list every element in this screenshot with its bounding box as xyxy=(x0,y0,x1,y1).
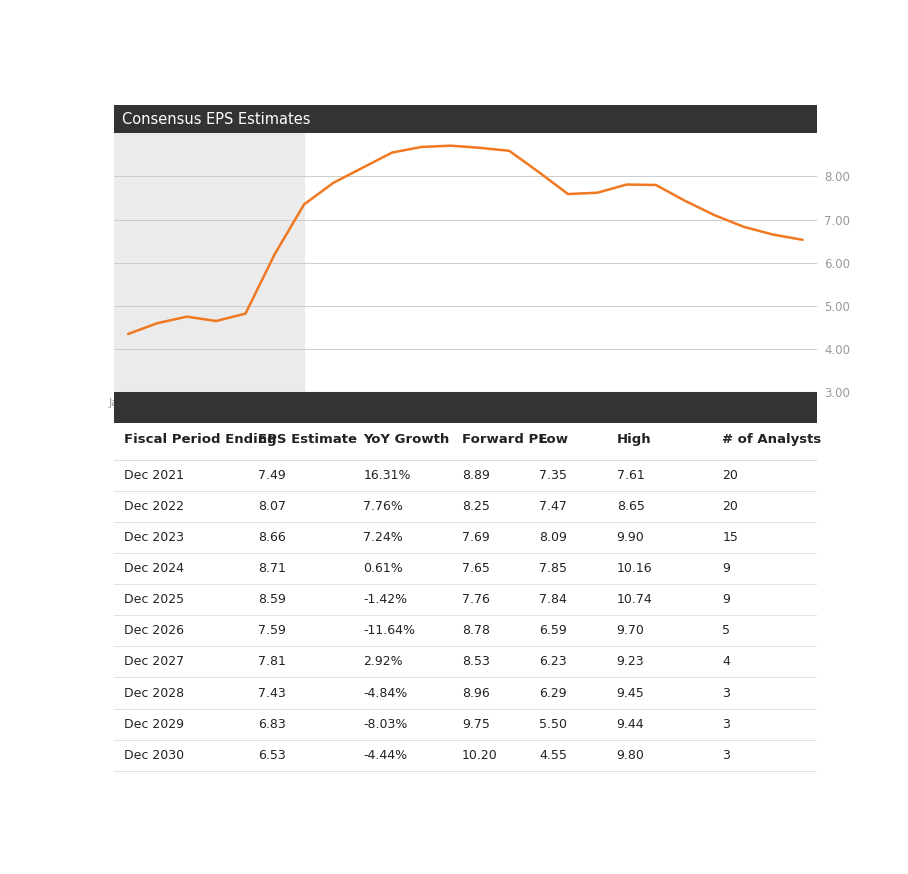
Text: 7.47: 7.47 xyxy=(539,500,568,513)
Text: 5.50: 5.50 xyxy=(539,718,568,731)
Text: 6.29: 6.29 xyxy=(539,686,567,699)
Text: 6.53: 6.53 xyxy=(258,749,285,762)
Text: 7.49: 7.49 xyxy=(258,468,285,482)
Text: Dec 2021: Dec 2021 xyxy=(124,468,184,482)
Text: 10.16: 10.16 xyxy=(617,562,652,575)
Text: -11.64%: -11.64% xyxy=(363,624,415,637)
Text: 8.71: 8.71 xyxy=(258,562,286,575)
Text: 9.80: 9.80 xyxy=(617,749,645,762)
Text: 20: 20 xyxy=(722,468,738,482)
Text: Consensus EPS Estimates: Consensus EPS Estimates xyxy=(122,112,311,127)
Text: 7.35: 7.35 xyxy=(539,468,568,482)
Text: 8.07: 8.07 xyxy=(258,500,286,513)
Text: 9.70: 9.70 xyxy=(617,624,645,637)
Text: Dec 2025: Dec 2025 xyxy=(124,593,184,607)
Text: 6.83: 6.83 xyxy=(258,718,285,731)
Text: Dec 2027: Dec 2027 xyxy=(124,656,184,669)
Text: 7.61: 7.61 xyxy=(617,468,645,482)
Text: 8.66: 8.66 xyxy=(258,531,285,545)
Text: Dec 2022: Dec 2022 xyxy=(124,500,184,513)
Text: 7.59: 7.59 xyxy=(258,624,286,637)
Text: Fiscal Period Ending: Fiscal Period Ending xyxy=(124,434,277,447)
Text: EPS Estimate: EPS Estimate xyxy=(258,434,357,447)
Text: 9.90: 9.90 xyxy=(617,531,645,545)
Text: Low: Low xyxy=(539,434,569,447)
Text: 8.59: 8.59 xyxy=(258,593,286,607)
Text: 8.65: 8.65 xyxy=(617,500,645,513)
Text: 7.81: 7.81 xyxy=(258,656,286,669)
Text: 7.76%: 7.76% xyxy=(363,500,403,513)
Text: 7.85: 7.85 xyxy=(539,562,568,575)
Text: 9.44: 9.44 xyxy=(617,718,645,731)
Text: 4: 4 xyxy=(722,656,730,669)
Text: -1.42%: -1.42% xyxy=(363,593,408,607)
Bar xyxy=(114,133,304,392)
Text: 10.20: 10.20 xyxy=(462,749,498,762)
Text: Dec 2030: Dec 2030 xyxy=(124,749,184,762)
Text: 8.89: 8.89 xyxy=(462,468,489,482)
Text: YoY Growth: YoY Growth xyxy=(363,434,449,447)
Text: 0.61%: 0.61% xyxy=(363,562,403,575)
Text: 7.84: 7.84 xyxy=(539,593,568,607)
Text: 8.78: 8.78 xyxy=(462,624,489,637)
Text: 8.09: 8.09 xyxy=(539,531,568,545)
Text: 7.24%: 7.24% xyxy=(363,531,403,545)
Text: Forward PE: Forward PE xyxy=(462,434,548,447)
Text: 8.53: 8.53 xyxy=(462,656,489,669)
Text: 7.43: 7.43 xyxy=(258,686,285,699)
Text: Dec 2023: Dec 2023 xyxy=(124,531,184,545)
Text: 7.69: 7.69 xyxy=(462,531,489,545)
Text: 9: 9 xyxy=(722,562,730,575)
Text: 2.92%: 2.92% xyxy=(363,656,403,669)
Text: 3: 3 xyxy=(722,749,730,762)
Text: 9.45: 9.45 xyxy=(617,686,645,699)
Text: 10.74: 10.74 xyxy=(617,593,652,607)
Text: 7.65: 7.65 xyxy=(462,562,489,575)
Text: -4.44%: -4.44% xyxy=(363,749,408,762)
Text: 9.23: 9.23 xyxy=(617,656,645,669)
Text: # of Analysts: # of Analysts xyxy=(722,434,822,447)
Text: 6.23: 6.23 xyxy=(539,656,567,669)
Text: 4.55: 4.55 xyxy=(539,749,568,762)
Text: 9: 9 xyxy=(722,593,730,607)
Text: Dec 2028: Dec 2028 xyxy=(124,686,184,699)
Text: 15: 15 xyxy=(722,531,738,545)
Text: Dec 2029: Dec 2029 xyxy=(124,718,184,731)
Text: Dec 2026: Dec 2026 xyxy=(124,624,184,637)
Text: 3: 3 xyxy=(722,718,730,731)
Text: 9.75: 9.75 xyxy=(462,718,489,731)
Text: Dec 2024: Dec 2024 xyxy=(124,562,184,575)
Text: 20: 20 xyxy=(722,500,738,513)
Text: -8.03%: -8.03% xyxy=(363,718,408,731)
Text: 8.96: 8.96 xyxy=(462,686,489,699)
Text: High: High xyxy=(617,434,651,447)
Text: 6.59: 6.59 xyxy=(539,624,567,637)
Text: 7.76: 7.76 xyxy=(462,593,489,607)
Text: 3: 3 xyxy=(722,686,730,699)
Text: -4.84%: -4.84% xyxy=(363,686,408,699)
Text: 16.31%: 16.31% xyxy=(363,468,410,482)
Text: 5: 5 xyxy=(722,624,730,637)
Text: 8.25: 8.25 xyxy=(462,500,489,513)
